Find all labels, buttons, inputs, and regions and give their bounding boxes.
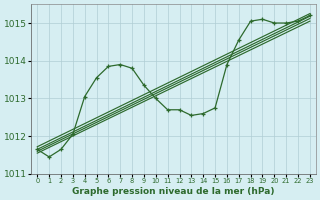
X-axis label: Graphe pression niveau de la mer (hPa): Graphe pression niveau de la mer (hPa): [72, 187, 275, 196]
